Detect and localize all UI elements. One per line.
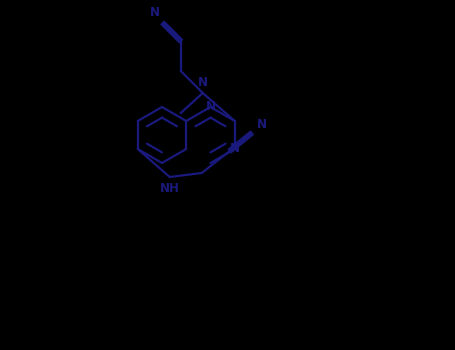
Text: NH: NH [160,182,180,195]
Text: N: N [198,77,208,90]
Text: N: N [206,100,216,113]
Text: N: N [257,119,267,132]
Text: N: N [230,142,240,155]
Text: N: N [150,7,160,20]
